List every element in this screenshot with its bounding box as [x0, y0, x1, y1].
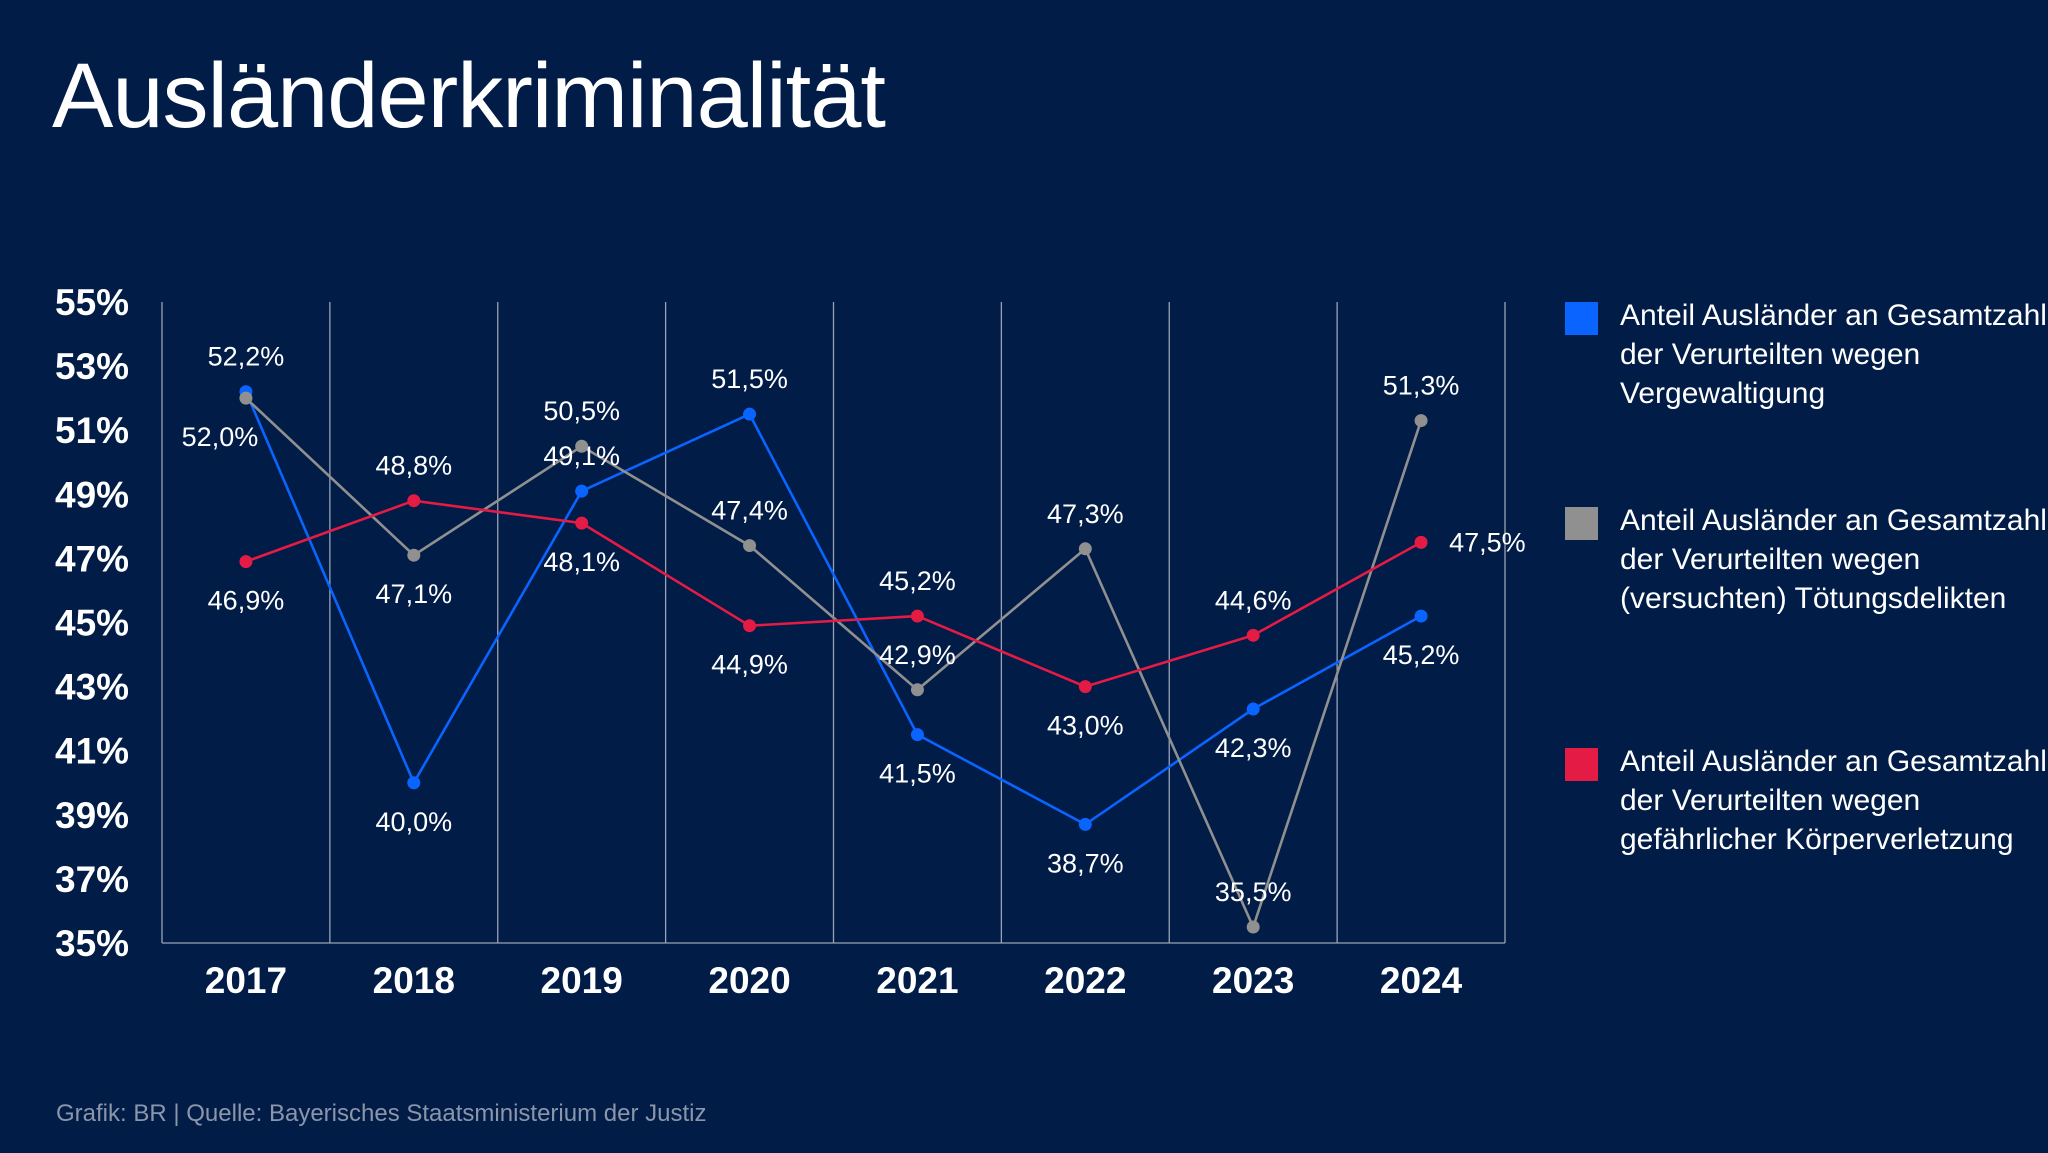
- data-label: 41,5%: [879, 759, 956, 789]
- legend-label: Anteil Ausländer an Gesamtzahl der Verur…: [1620, 299, 2047, 410]
- series-line-2: [245, 499, 1422, 688]
- y-tick-label: 41%: [55, 731, 129, 772]
- data-point: [1246, 920, 1260, 934]
- data-label: 46,9%: [208, 586, 285, 616]
- x-tick-label: 2022: [1044, 960, 1126, 1001]
- data-point: [1414, 535, 1428, 549]
- data-point: [1414, 414, 1428, 428]
- x-tick-label: 2021: [876, 960, 958, 1001]
- data-point: [575, 439, 589, 453]
- data-label: 42,3%: [1215, 733, 1292, 763]
- y-tick-label: 53%: [55, 346, 129, 387]
- data-point: [1246, 628, 1260, 642]
- data-label: 51,3%: [1383, 371, 1460, 401]
- chart-title: Ausländerkriminalität: [52, 45, 886, 147]
- data-label: 47,1%: [376, 579, 453, 609]
- x-tick-label: 2018: [373, 960, 455, 1001]
- x-tick-label: 2017: [205, 960, 287, 1001]
- data-point: [239, 555, 253, 569]
- data-point: [910, 728, 924, 742]
- y-tick-label: 51%: [55, 410, 129, 451]
- data-point: [1078, 680, 1092, 694]
- data-label: 51,5%: [711, 364, 788, 394]
- legend-label: Anteil Ausländer an Gesamtzahl der Verur…: [1620, 504, 2047, 615]
- data-label: 43,0%: [1047, 711, 1124, 741]
- data-label: 44,9%: [711, 650, 788, 680]
- y-tick-label: 55%: [55, 282, 129, 323]
- series-line-1: [245, 397, 1423, 931]
- x-tick-label: 2024: [1380, 960, 1463, 1001]
- legend-swatch: [1565, 507, 1598, 540]
- data-label: 42,9%: [879, 640, 956, 670]
- data-label: 48,1%: [543, 547, 620, 577]
- data-label: 40,0%: [376, 807, 453, 837]
- data-label: 45,2%: [1383, 640, 1460, 670]
- data-point: [239, 391, 253, 405]
- y-tick-label: 45%: [55, 603, 129, 644]
- data-label: 47,5%: [1449, 527, 1526, 557]
- x-tick-label: 2023: [1212, 960, 1294, 1001]
- data-label: 52,2%: [208, 342, 285, 372]
- data-point: [743, 407, 757, 421]
- data-point: [743, 619, 757, 633]
- data-point: [407, 494, 421, 508]
- data-point: [575, 516, 589, 530]
- source-note: Grafik: BR | Quelle: Bayerisches Staatsm…: [56, 1100, 707, 1127]
- data-point: [575, 484, 589, 498]
- data-point: [407, 548, 421, 562]
- x-tick-label: 2020: [708, 960, 790, 1001]
- data-point: [910, 609, 924, 623]
- y-tick-label: 47%: [55, 538, 129, 579]
- data-point: [1246, 702, 1260, 716]
- y-tick-label: 37%: [55, 859, 129, 900]
- data-label: 35,5%: [1215, 877, 1292, 907]
- legend-swatch: [1565, 748, 1598, 781]
- data-label: 48,8%: [376, 451, 453, 481]
- x-tick-label: 2019: [541, 960, 623, 1001]
- data-point: [1078, 542, 1092, 556]
- data-label: 44,6%: [1215, 585, 1292, 615]
- data-label: 47,4%: [711, 496, 788, 526]
- legend-label: Anteil Ausländer an Gesamtzahl der Verur…: [1620, 745, 2047, 856]
- data-point: [1414, 609, 1428, 623]
- data-label: 38,7%: [1047, 848, 1124, 878]
- data-label: 47,3%: [1047, 499, 1124, 529]
- y-tick-label: 43%: [55, 667, 129, 708]
- data-point: [910, 683, 924, 697]
- series-line-0: [244, 391, 1422, 826]
- data-label: 45,2%: [879, 566, 956, 596]
- y-tick-label: 49%: [55, 474, 129, 515]
- data-point: [1078, 817, 1092, 831]
- data-point: [743, 539, 757, 553]
- data-label: 50,5%: [543, 396, 620, 426]
- y-tick-label: 35%: [55, 923, 129, 964]
- data-label: 52,0%: [182, 422, 259, 452]
- legend-swatch: [1565, 302, 1598, 335]
- y-tick-label: 39%: [55, 795, 129, 836]
- data-point: [407, 776, 421, 790]
